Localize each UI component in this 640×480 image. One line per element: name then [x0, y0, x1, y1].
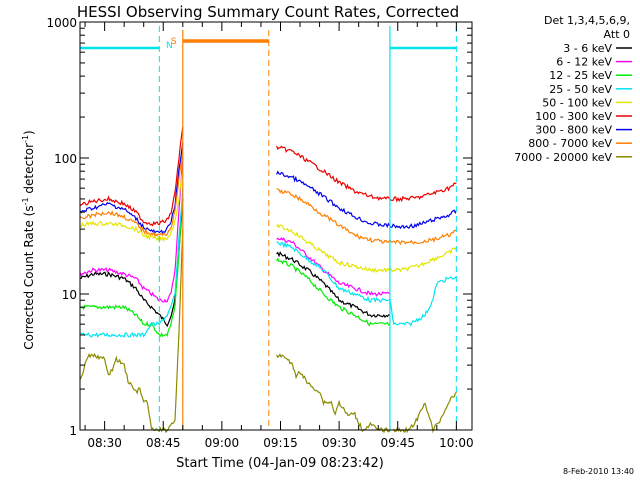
date-stamp: 8-Feb-2010 13:40: [563, 467, 634, 476]
plot-frame: [79, 21, 473, 431]
legend-label: 800 - 7000 keV: [528, 137, 612, 150]
series-line-8-0: [79, 229, 184, 434]
series-line-5-1: [276, 145, 457, 203]
x-tick-label: 10:00: [439, 436, 474, 450]
legend-header-line2: Att 0: [604, 28, 630, 41]
series-line-2-1: [276, 257, 391, 327]
series-line-7-0: [79, 152, 184, 238]
legend-label: 25 - 50 keV: [549, 83, 612, 96]
flag-label-n: N: [166, 41, 173, 51]
series-line-8-2: [393, 391, 457, 434]
y-tick-label: 10: [62, 288, 77, 302]
legend-label: 12 - 25 keV: [549, 69, 612, 82]
series-line-8-1: [276, 353, 391, 433]
legend-label: 7000 - 20000 keV: [514, 151, 612, 164]
series-line-3-1: [276, 241, 457, 327]
y-axis-label-sup2: -1: [21, 135, 30, 143]
series-line-5-0: [79, 126, 184, 227]
plot-area: [79, 126, 457, 434]
series-line-4-0: [79, 171, 184, 244]
legend-label: 6 - 12 keV: [556, 56, 612, 69]
y-axis-label-prefix: Corrected Count Rate (s: [22, 205, 36, 349]
legend-label: 100 - 300 keV: [535, 110, 612, 123]
series-line-1-0: [79, 157, 184, 303]
flag-label-s: S: [171, 37, 177, 47]
series-line-4-1: [276, 223, 457, 274]
legend-label: 3 - 6 keV: [563, 42, 612, 55]
y-axis-label-mid: detector: [22, 143, 36, 198]
y-axis-label: Corrected Count Rate (s-1 detector-1): [21, 130, 36, 349]
series-line-0-0: [79, 198, 184, 328]
series-line-3-0: [79, 188, 184, 339]
y-tick-label: 100: [54, 152, 77, 166]
x-tick-label: 09:30: [322, 436, 357, 450]
series-line-0-1: [276, 251, 391, 318]
x-tick-label: 08:30: [87, 436, 122, 450]
series-line-6-1: [276, 170, 457, 230]
x-tick-label: 09:45: [380, 436, 415, 450]
x-axis-label: Start Time (04-Jan-09 08:23:42): [176, 456, 384, 471]
legend-label: 50 - 100 keV: [542, 96, 612, 109]
x-tick-label: 09:00: [205, 436, 240, 450]
legend-label: 300 - 800 keV: [535, 124, 612, 137]
axes: 1 10 100 1000 08:30 08:45 09:00 09:15 09:30 09:45…: [46, 16, 473, 450]
x-tick-label: 09:15: [263, 436, 298, 450]
series-line-2-0: [79, 193, 184, 338]
series-line-6-0: [79, 142, 184, 235]
chart-title: HESSI Observing Summary Count Rates, Cor…: [77, 3, 459, 21]
y-tick-label: 1000: [46, 16, 77, 30]
y-tick-label: 1: [69, 424, 77, 438]
y-axis-label-suffix: ): [22, 130, 36, 135]
series-line-1-1: [276, 237, 391, 297]
legend-header-line1: Det 1,3,4,5,6,9,: [544, 14, 630, 27]
attenuator-flags: NS: [80, 26, 457, 430]
x-tick-label: 08:45: [146, 436, 181, 450]
series-line-7-1: [276, 188, 457, 246]
y-axis-label-sup1: -1: [21, 197, 30, 205]
